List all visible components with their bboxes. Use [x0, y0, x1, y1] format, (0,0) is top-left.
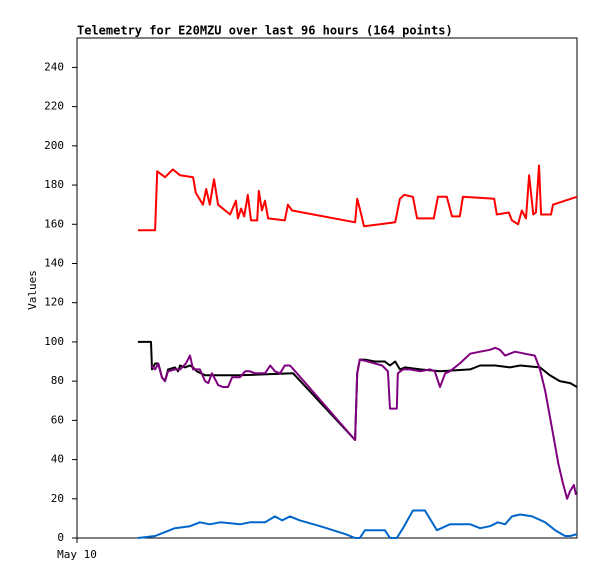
y-tick-label: 220 — [44, 100, 64, 113]
y-tick-label: 100 — [44, 335, 64, 348]
y-tick-label: 0 — [57, 531, 64, 544]
y-tick-label: 140 — [44, 256, 64, 269]
y-axis-label: Values — [26, 270, 39, 310]
series-line — [137, 164, 578, 232]
chart-title: Telemetry for E20MZU over last 96 hours … — [77, 24, 453, 38]
x-tick-label: May 10 — [57, 548, 97, 561]
y-tick-label: 60 — [51, 413, 64, 426]
y-tick-label: 160 — [44, 217, 64, 230]
series-line — [137, 509, 578, 539]
y-tick-label: 240 — [44, 60, 64, 73]
y-tick-label: 20 — [51, 492, 64, 505]
y-tick-label: 80 — [51, 374, 64, 387]
series-line — [150, 346, 577, 500]
y-tick-label: 200 — [44, 139, 64, 152]
y-tick-label: 40 — [51, 453, 64, 466]
y-tick-label: 180 — [44, 178, 64, 191]
plot-frame — [76, 37, 578, 539]
y-tick-label: 120 — [44, 296, 64, 309]
